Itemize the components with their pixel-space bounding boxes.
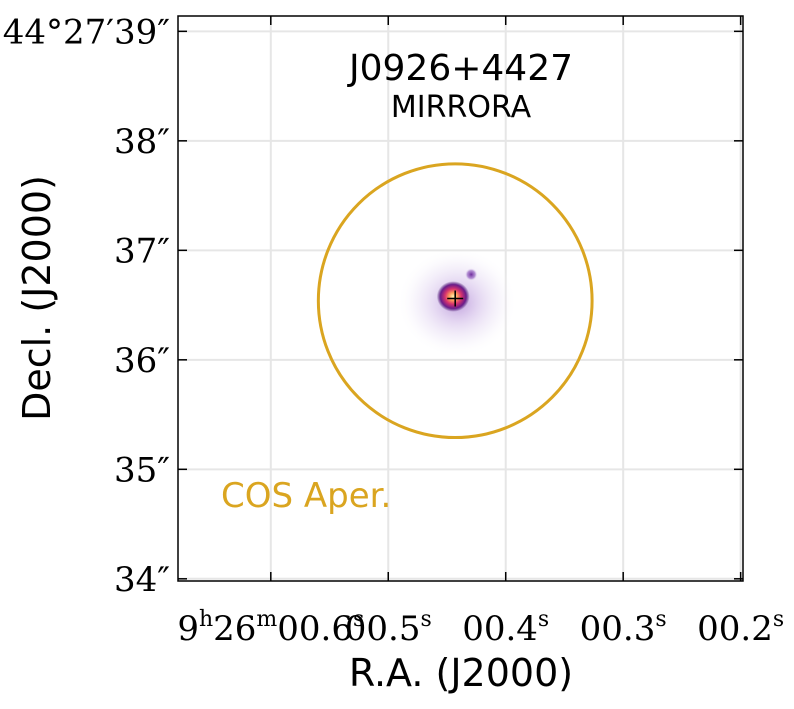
- x-tick-label-sup: s: [353, 607, 364, 632]
- grid-lines: [178, 16, 743, 581]
- x-tick-label-part: 00.2: [697, 609, 773, 649]
- y-tick-label: 35″: [114, 450, 170, 490]
- y-tick-label: 34″: [114, 560, 170, 600]
- x-tick-label-part: 26: [213, 609, 256, 649]
- aperture-label: COS Aper.: [221, 476, 391, 516]
- y-tick-label: 36″: [114, 341, 170, 381]
- y-ticks: 44°27′39″ 38″ 37″ 36″ 35″ 34″: [3, 12, 743, 600]
- source-knot: [464, 267, 478, 282]
- x-tick-label-sup: h: [199, 607, 213, 632]
- x-tick-label: 9h26m00.6s: [177, 607, 364, 649]
- y-axis-label: Decl. (J2000): [15, 175, 59, 421]
- x-tick-label-sup: s: [773, 607, 784, 632]
- cos-aperture-circle: [316, 162, 594, 440]
- x-tick-label: 00.2s: [697, 607, 784, 649]
- x-tick-label: 00.3s: [580, 607, 667, 649]
- x-tick-label-part: 00.6: [277, 609, 353, 649]
- emission-image: [396, 247, 518, 358]
- x-tick-label-part: 00.4: [462, 609, 538, 649]
- chart-subtitle: MIRRORA: [391, 90, 532, 125]
- x-tick-label-sup: s: [655, 607, 666, 632]
- x-tick-label-part: 00.3: [580, 609, 656, 649]
- chart-title: J0926+4427: [347, 48, 573, 89]
- x-tick-label-sup: s: [538, 607, 549, 632]
- x-tick-label: 00.5s: [345, 607, 432, 649]
- x-tick-label-sup: s: [420, 607, 431, 632]
- x-tick-label-part: 00.5: [345, 609, 421, 649]
- plot-frame: [177, 15, 744, 582]
- x-tick-label: 00.4s: [462, 607, 549, 649]
- y-tick-label: 37″: [114, 231, 170, 271]
- x-axis-label: R.A. (J2000): [349, 651, 573, 695]
- y-tick-label: 44°27′39″: [3, 12, 170, 52]
- y-tick-label: 38″: [114, 122, 170, 162]
- image-layer: [316, 162, 594, 440]
- source-core: [436, 281, 470, 312]
- x-tick-label-sup: m: [256, 607, 277, 632]
- source-position-marker: [447, 290, 464, 307]
- x-tick-label-part: 9: [177, 609, 199, 649]
